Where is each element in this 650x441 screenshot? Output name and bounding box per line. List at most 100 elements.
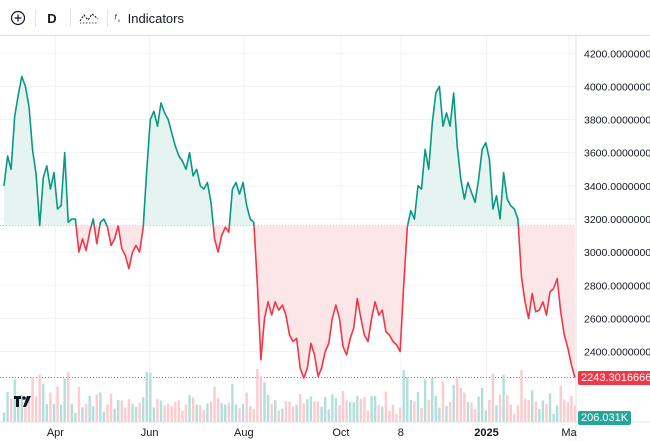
volume-bar [488,399,491,422]
volume-bar [241,404,245,422]
volume-bar [234,404,238,422]
volume-bar [381,406,384,422]
volume-bar [423,379,427,422]
price-line-down [117,225,145,270]
baseline-areas [4,76,575,379]
volume-bar [459,387,462,422]
price-line [3,75,576,379]
volume-bar [370,395,373,422]
chart-toolbar: D f x Indicators [0,0,650,36]
volume-bar [302,403,305,422]
time-axis-label: 2025 [474,427,498,439]
price-line-down [106,225,119,247]
volume-bar [320,406,323,422]
toolbar-divider [70,9,71,27]
chart-type-button[interactable] [76,6,102,30]
volume-bar [141,397,145,422]
volume-bar [445,406,448,422]
volume-bar [213,386,216,422]
volume-bar [138,402,141,422]
last-price-label: 2243.30166667 [578,370,650,385]
volume-label: 206.031K [578,411,632,425]
price-line-up [142,102,215,226]
area-below-baseline [118,225,144,269]
volume-bar [13,379,16,422]
time-axis[interactable]: Apr Jun Aug Oct 8 2025 Ma [0,421,650,439]
plus-circle-icon [10,10,26,26]
volume-bars [2,369,577,422]
volume-bar [306,399,309,422]
interval-label: D [47,10,57,26]
volume-bar [398,407,402,422]
area-above-baseline [143,103,214,226]
volume-bar [545,404,548,422]
price-axis-label: 4200.00000000 [584,48,650,60]
volume-bar [270,404,273,422]
volume-bar [513,413,516,422]
volume-bar [102,411,106,422]
add-symbol-button[interactable] [6,6,30,30]
volume-bar [538,408,541,422]
tradingview-logo-icon[interactable] [14,396,34,408]
volume-bar [384,391,388,422]
volume-bar [274,400,277,422]
price-axis-label: 4000.00000000 [584,81,650,93]
volume-bar [316,401,320,422]
volume-bar [74,413,77,422]
volume-bar [356,396,359,422]
volume-bar [523,398,527,422]
price-line-up [99,218,108,226]
volume-bar [2,412,6,422]
volume-bar [559,385,562,422]
volume-bar [416,391,420,422]
volume-bar [149,372,152,422]
volume-bar [152,407,156,422]
volume-bar [245,392,248,422]
volume-bar [63,378,66,422]
volume-bar [288,401,291,422]
volume-bar [259,376,263,422]
price-axis-label: 2400.00000000 [584,347,650,359]
interval-button[interactable]: D [40,6,64,30]
volume-bar [238,408,241,422]
volume-bar [166,403,170,422]
area-above-baseline [229,182,254,226]
time-axis-label: Apr [47,427,64,439]
volume-bar [502,374,505,422]
price-axis[interactable]: 4200.00000000 4000.00000000 3800.00000000 3… [575,36,650,441]
price-chart[interactable]: 4200.00000000 4000.00000000 3800.00000000 3… [0,36,650,441]
volume-bar [406,377,409,422]
price-axis-label: 2600.00000000 [584,313,650,325]
price-axis-label: 2800.00000000 [584,280,650,292]
volume-bar [299,394,302,422]
area-below-baseline [254,225,408,379]
volume-bar [516,405,520,422]
area-below-baseline [518,225,575,378]
chart-area[interactable]: 4200.00000000 4000.00000000 3800.00000000 3… [0,36,650,441]
area-above-baseline [407,86,519,226]
volume-bar [427,399,430,422]
volume-bar [177,400,181,422]
volume-bar [309,396,313,422]
area-below-baseline [106,225,119,246]
price-axis-label: 3600.00000000 [584,148,650,160]
volume-bar [206,403,209,422]
indicators-button[interactable]: f x Indicators [112,6,184,30]
volume-bar [334,398,338,422]
volume-bar [363,396,366,422]
volume-bar [395,413,398,422]
volume-bar [184,404,188,422]
price-axis-label: 3800.00000000 [584,115,650,127]
volume-bar [456,378,459,422]
svg-text:f: f [115,15,118,22]
volume-bar [42,383,45,422]
area-below-baseline [213,225,230,253]
volume-bar [438,407,441,422]
fx-icon: f x [115,15,121,23]
price-line-down [253,225,409,379]
volume-bar [252,408,256,422]
volume-bar [452,384,455,422]
candles-icon [79,13,99,24]
volume-bar [520,370,523,422]
volume-bar [174,402,177,422]
